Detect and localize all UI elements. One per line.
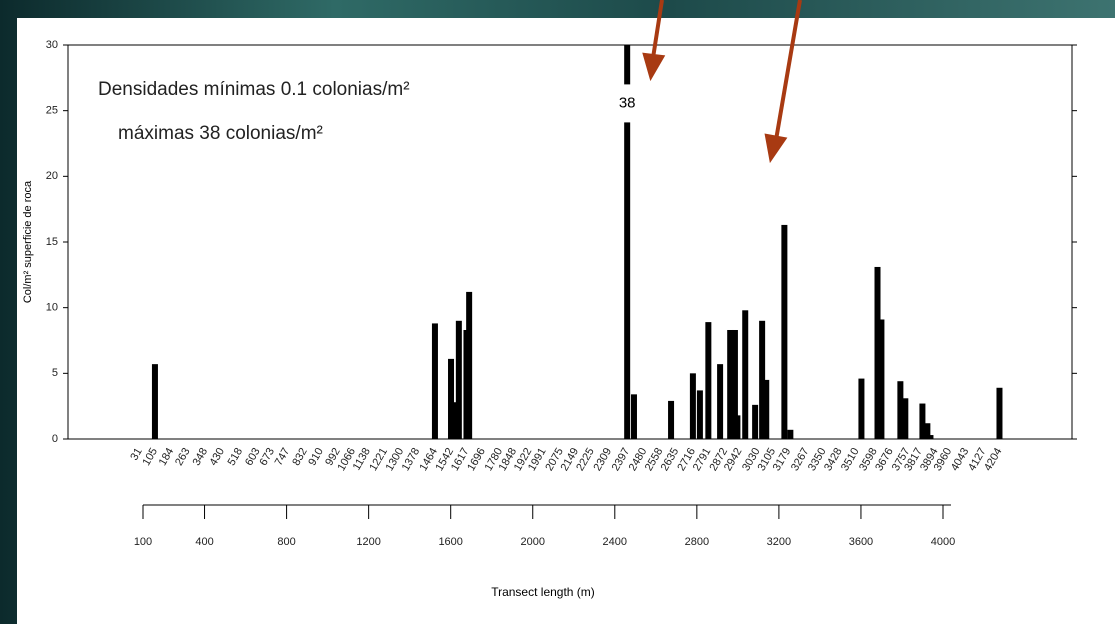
bars (151, 45, 1003, 439)
value-label: 38 (619, 94, 636, 111)
bar (787, 429, 794, 439)
bar (763, 379, 770, 439)
bar (874, 266, 881, 439)
bar (858, 378, 865, 439)
y-tick-label: 25 (46, 105, 58, 117)
y-tick-label: 0 (52, 433, 58, 445)
arrows (642, 0, 802, 164)
x2-tick-label: 3200 (767, 536, 791, 548)
x-tick-label: 31 (128, 446, 145, 463)
x2-tick-label: 400 (195, 536, 213, 548)
bar (742, 310, 749, 439)
bar (668, 400, 675, 439)
y-axis-label: Col/m² superficie de roca (22, 180, 34, 303)
bar (455, 320, 462, 439)
x2-tick-label: 1600 (438, 536, 462, 548)
y-tick-label: 10 (46, 302, 58, 314)
bar (451, 402, 458, 439)
bar (897, 381, 904, 439)
x2-tick-label: 4000 (931, 536, 955, 548)
bar (734, 415, 741, 439)
bar (752, 404, 759, 439)
bar (759, 320, 766, 439)
y-tick-label: 20 (46, 170, 58, 182)
y-tick-label: 5 (52, 367, 58, 379)
x2-tick-label: 3600 (849, 536, 873, 548)
bar (781, 224, 788, 439)
bar (717, 364, 724, 439)
bar (996, 387, 1003, 439)
x2-tick-label: 800 (277, 536, 295, 548)
bar (878, 319, 885, 439)
bar (151, 364, 158, 439)
x-axis-label: Transect length (m) (491, 585, 595, 599)
bar (630, 394, 637, 439)
bar (624, 45, 631, 439)
bar (727, 329, 734, 439)
bar (448, 358, 455, 439)
x2-tick-label: 2000 (521, 536, 545, 548)
bar (924, 423, 931, 439)
bar (902, 398, 909, 439)
bar (689, 373, 696, 439)
x2-tick-label: 1200 (356, 536, 380, 548)
bar (919, 403, 926, 439)
bar (927, 435, 934, 439)
panel (17, 18, 1115, 624)
annotation: Densidades mínimas 0.1 colonias/m² (98, 79, 410, 100)
axis-break (619, 84, 636, 123)
x2-tick-label: 2800 (685, 536, 709, 548)
x2-tick-label: 2400 (603, 536, 627, 548)
bar (466, 291, 473, 439)
bar (705, 322, 712, 439)
x2-tick-label: 100 (134, 536, 152, 548)
bar (731, 329, 738, 439)
bar (431, 323, 438, 439)
y-tick-label: 15 (46, 236, 58, 248)
y-tick-label: 30 (46, 39, 58, 51)
bar (696, 390, 703, 439)
annotation: máximas 38 colonias/m² (118, 123, 323, 144)
